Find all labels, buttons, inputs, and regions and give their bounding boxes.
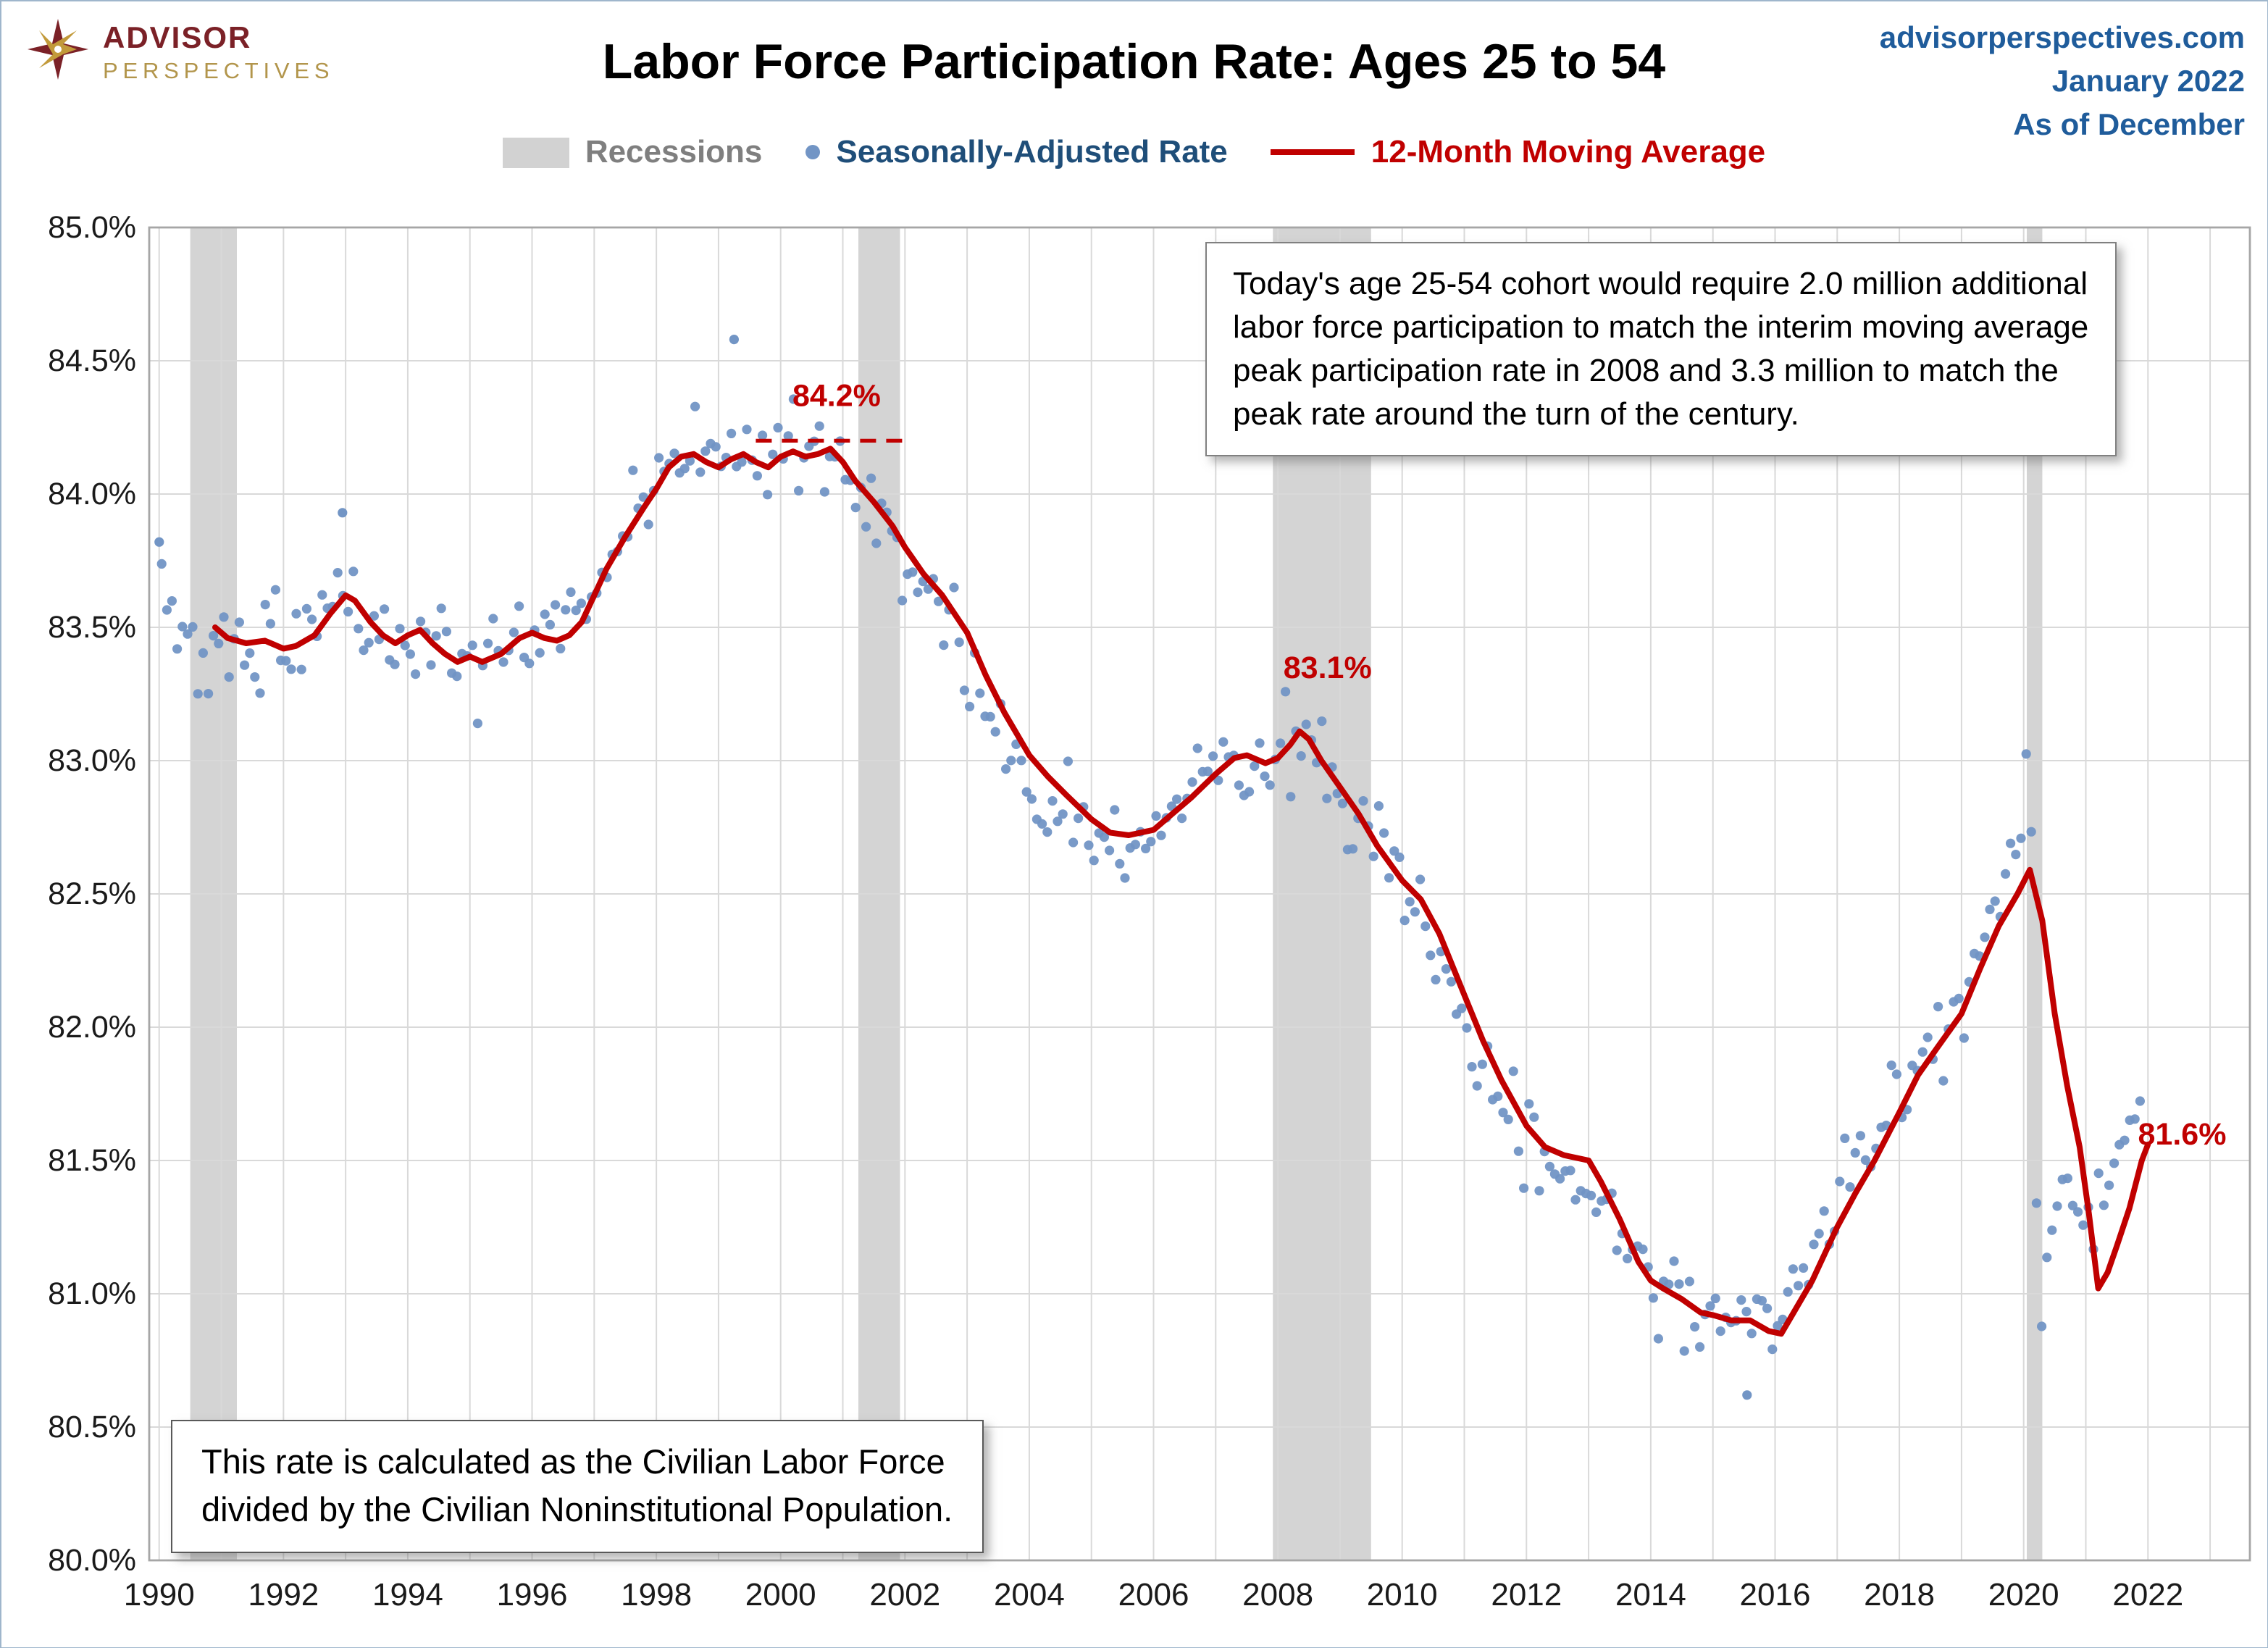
x-tick-label: 1994 [372, 1577, 443, 1613]
x-tick-label: 2014 [1615, 1577, 1686, 1613]
dot-swatch-icon [805, 145, 821, 159]
y-tick-label: 81.5% [48, 1143, 136, 1178]
source-site: advisorperspectives.com [1879, 22, 2245, 55]
y-tick-label: 80.0% [48, 1543, 136, 1578]
annotation-label: 84.2% [792, 379, 881, 414]
legend-item-moving-average: 12-Month Moving Average [1271, 133, 1765, 171]
issue-date: January 2022 [2051, 65, 2245, 99]
recession-swatch-icon [502, 137, 569, 167]
x-tick-label: 2008 [1242, 1577, 1313, 1613]
x-tick-label: 2004 [994, 1577, 1065, 1613]
y-tick-label: 82.5% [48, 877, 136, 911]
y-tick-label: 85.0% [48, 210, 136, 245]
legend-label: Seasonally-Adjusted Rate [836, 133, 1228, 170]
logo-brand-top: ADVISOR [103, 21, 252, 54]
chart-legend: Recessions Seasonally-Adjusted Rate 12-M… [0, 133, 2268, 171]
x-tick-label: 2016 [1740, 1577, 1811, 1613]
source-block: advisorperspectives.com January 2022 As … [1880, 17, 2245, 148]
annotations: 84.2% 83.1% 81.6% [756, 379, 2226, 1152]
advisor-perspectives-logo: ADVISOR PERSPECTIVES [26, 17, 334, 88]
y-tick-label: 83.0% [48, 743, 136, 778]
callout-definition-note: This rate is calculated as the Civilian … [171, 1420, 984, 1553]
x-tick-label: 2010 [1367, 1577, 1438, 1613]
x-tick-label: 2006 [1118, 1577, 1189, 1613]
annotation-label: 83.1% [1284, 651, 1372, 685]
x-tick-label: 2020 [1988, 1577, 2059, 1613]
y-axis-labels: 80.0% 80.5% 81.0% 81.5% 82.0% 82.5% 83.0% 83.5%… [48, 210, 136, 1578]
legend-label: 12-Month Moving Average [1371, 133, 1766, 170]
x-tick-label: 2018 [1864, 1577, 1935, 1613]
x-tick-label: 2002 [869, 1577, 940, 1613]
y-tick-label: 82.0% [48, 1010, 136, 1045]
legend-label: Recessions [585, 133, 763, 170]
y-tick-label: 81.0% [48, 1276, 136, 1311]
line-swatch-icon [1271, 149, 1355, 156]
x-tick-label: 1996 [497, 1577, 568, 1613]
y-tick-label: 84.5% [48, 343, 136, 378]
legend-item-seasonally-adjusted: Seasonally-Adjusted Rate [805, 133, 1228, 171]
annotation-label: 81.6% [2138, 1117, 2227, 1152]
logo-wordmark: ADVISOR PERSPECTIVES [103, 21, 334, 85]
x-tick-label: 1992 [248, 1577, 319, 1613]
callout-cohort-note: Today's age 25-54 cohort would require 2… [1205, 242, 2117, 456]
x-tick-label: 2022 [2112, 1577, 2183, 1613]
x-tick-label: 2012 [1491, 1577, 1562, 1613]
as-of-label: As of December [2013, 109, 2245, 142]
y-tick-label: 83.5% [48, 610, 136, 645]
x-tick-label: 2000 [745, 1577, 816, 1613]
compass-logo-icon [26, 17, 90, 88]
chart-title: Labor Force Participation Rate: Ages 25 … [602, 35, 1666, 90]
legend-item-recessions: Recessions [502, 133, 763, 171]
y-tick-label: 80.5% [48, 1410, 136, 1444]
logo-brand-bottom: PERSPECTIVES [103, 59, 335, 83]
moving-average-line [212, 446, 2151, 1337]
y-tick-label: 84.0% [48, 477, 136, 511]
x-axis-labels: 1990 1992 1994 1996 1998 2000 2002 2004 2006 2008… [124, 1577, 2183, 1613]
x-tick-label: 1990 [124, 1577, 195, 1613]
plot-border [148, 226, 2251, 1562]
x-tick-label: 1998 [621, 1577, 692, 1613]
